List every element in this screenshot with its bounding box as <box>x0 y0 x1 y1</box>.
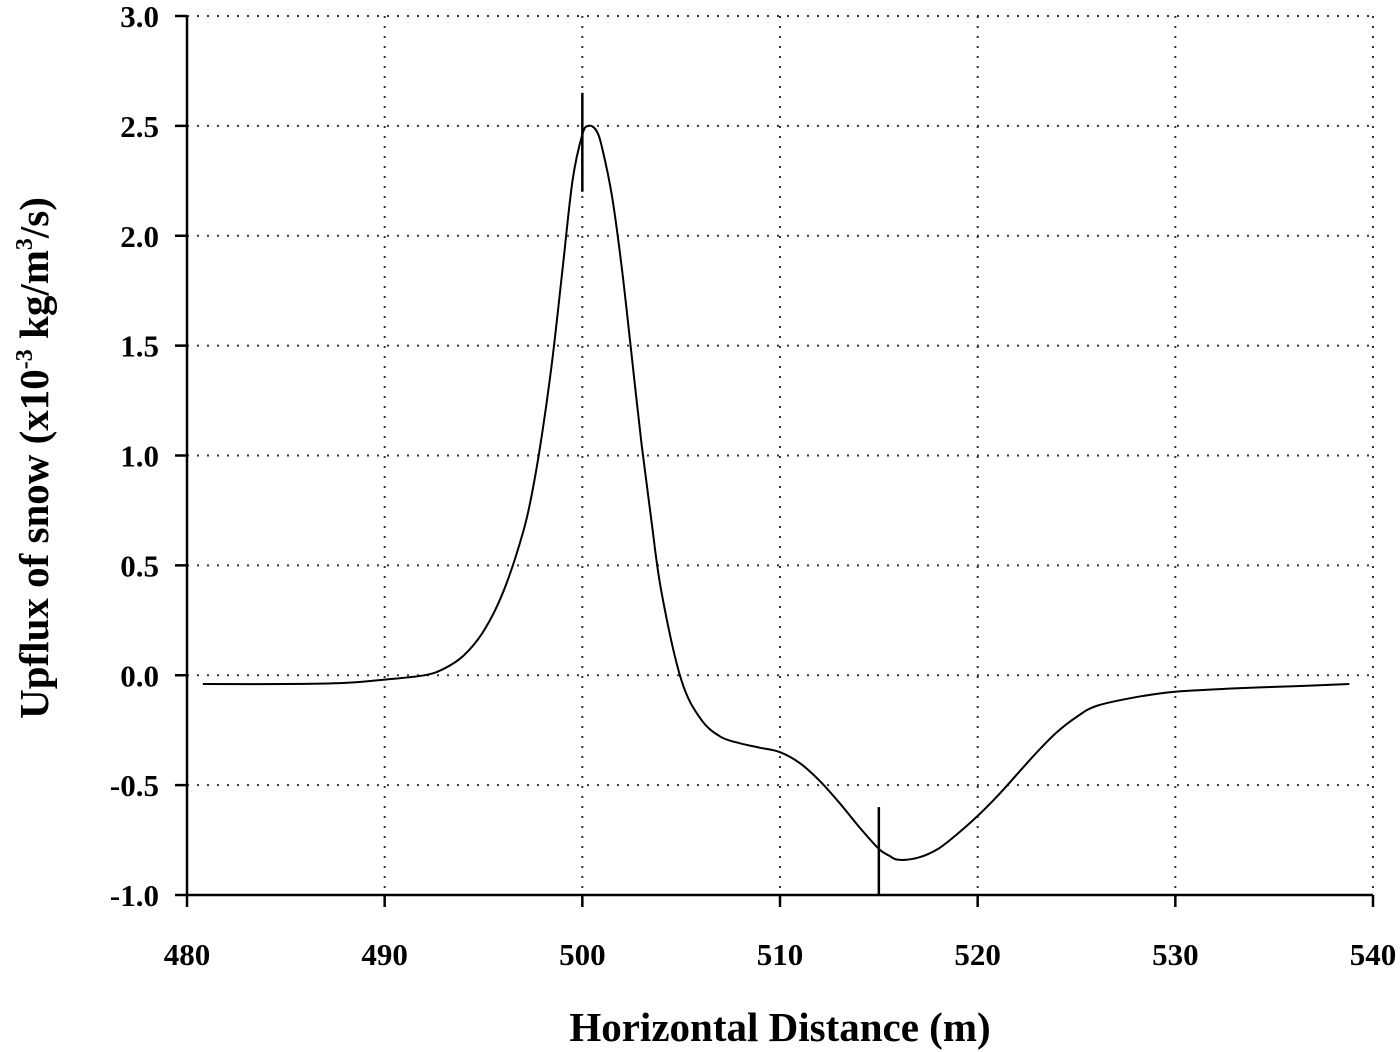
x-tick-labels: 480 490 500 510 520 530 540 <box>164 937 1397 972</box>
y-tick-label: 1.0 <box>120 439 159 474</box>
y-axis-title-main: Upflux of snow (x10 <box>11 369 57 719</box>
y-tick-label: 1.5 <box>120 329 159 364</box>
x-tick-label: 530 <box>1152 937 1199 972</box>
x-tick-label: 540 <box>1350 937 1397 972</box>
y-tick-label: 3.0 <box>120 0 159 34</box>
y-axis-title: Upflux of snow (x10-3 kg/m3/s) <box>11 197 57 719</box>
series-line <box>202 124 1350 861</box>
axes <box>175 14 1375 907</box>
y-axis-title-end: /s) <box>11 197 57 239</box>
y-tick-label: -1.0 <box>110 878 159 913</box>
marker-layer <box>581 92 881 895</box>
x-tick-label: 510 <box>757 937 804 972</box>
y-tick-label: 2.5 <box>120 109 159 144</box>
y-tick-labels: -1.0 -0.5 0.0 0.5 1.0 1.5 2.0 2.5 3.0 <box>110 0 159 913</box>
y-tick-label: -0.5 <box>110 768 159 803</box>
y-tick-label: 2.0 <box>120 219 159 254</box>
x-tick-label: 490 <box>361 937 408 972</box>
x-tick-label: 520 <box>954 937 1001 972</box>
x-axis-title: Horizontal Distance (m) <box>569 1004 990 1050</box>
y-axis-title-mid: kg/m <box>11 250 57 349</box>
x-tick-label: 500 <box>559 937 606 972</box>
grid <box>187 15 1374 895</box>
y-axis-title-exp1: -3 <box>12 349 38 369</box>
y-axis-title-exp2: 3 <box>12 238 38 250</box>
x-tick-label: 480 <box>164 937 211 972</box>
series-layer <box>202 124 1350 861</box>
y-tick-label: 0.5 <box>120 548 159 583</box>
y-tick-label: 0.0 <box>120 658 159 693</box>
